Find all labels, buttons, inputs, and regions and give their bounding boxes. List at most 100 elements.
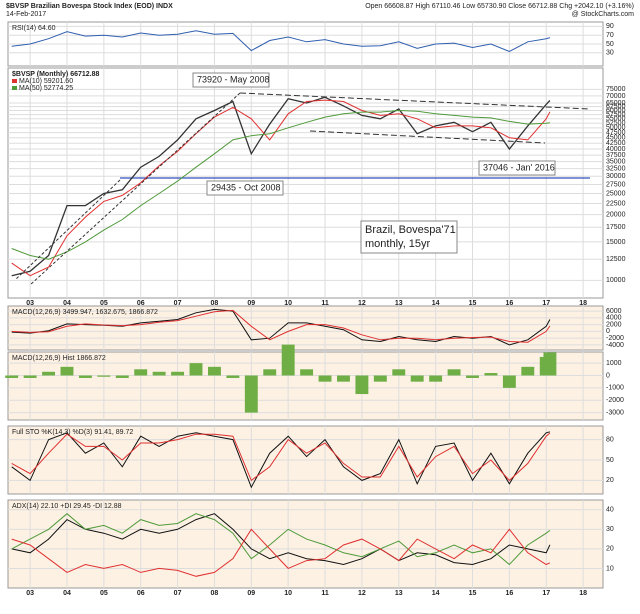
y-tick-label: 90	[606, 23, 614, 30]
y-tick-label: 60000	[606, 107, 626, 114]
x-tick-label: 11	[321, 590, 329, 597]
y-tick-label: -4000	[606, 342, 624, 349]
panel-title: ADX(14) 22.10 +DI 29.45 -DI 12.88	[12, 503, 122, 510]
panel-background	[7, 499, 604, 589]
x-tick-label: 08	[211, 590, 219, 597]
panel-title: MACD(12,26,9) 3499.947, 1632.675, 1866.8…	[12, 309, 158, 316]
series-line	[11, 99, 551, 277]
y-tick-label: 30	[606, 50, 614, 57]
y-tick-label: 0	[606, 328, 610, 335]
histogram-bar	[521, 366, 535, 376]
y-tick-label: 45000	[606, 135, 626, 142]
source-label: @ StockCharts.com	[572, 11, 635, 18]
legend-entry: MA(10) 59201.60	[19, 78, 73, 85]
y-tick-label: 20	[606, 477, 614, 484]
x-tick-label: 07	[174, 590, 182, 597]
histogram-bar	[502, 375, 516, 388]
annotation-box	[478, 160, 556, 176]
x-tick-label: 17	[542, 300, 550, 307]
histogram-bar	[300, 369, 314, 376]
x-tick-label: 10	[284, 590, 292, 597]
annotation-box	[206, 180, 284, 196]
y-tick-label: 17500	[606, 224, 626, 231]
histogram-bar	[373, 375, 387, 382]
panel-title: Full STO %K(14,3) %D(3) 91.41, 89.72	[12, 429, 133, 436]
y-tick-label: -2000	[606, 397, 624, 404]
y-tick-label: 40000	[606, 146, 626, 153]
histogram-bar	[466, 375, 479, 378]
y-tick-label: 37500	[606, 152, 626, 159]
x-tick-label: 12	[358, 590, 366, 597]
x-tick-label: 05	[100, 590, 108, 597]
date-label: 14-Feb-2017	[6, 11, 46, 18]
histogram-bar	[484, 373, 498, 376]
legend-entry: $BVSP (Monthly) 66712.88	[12, 71, 100, 78]
x-tick-label: 07	[174, 300, 182, 307]
y-tick-label: 47500	[606, 130, 626, 137]
histogram-bar	[134, 369, 148, 376]
histogram-bar	[318, 375, 332, 382]
x-tick-label: 15	[469, 590, 477, 597]
y-tick-label: 30	[606, 526, 614, 533]
legend-swatch	[12, 86, 17, 90]
histogram-bar	[115, 375, 129, 378]
histogram-bar	[171, 371, 185, 376]
series-line	[11, 109, 550, 260]
histogram-bar	[226, 375, 240, 378]
y-tick-label: -1000	[606, 385, 624, 392]
legend-swatch	[12, 79, 17, 83]
y-tick-label: 25000	[606, 190, 626, 197]
series-line	[11, 528, 551, 577]
x-tick-label: 15	[469, 300, 477, 307]
y-tick-label: 50	[606, 41, 614, 48]
series-line	[11, 513, 551, 566]
y-tick-label: 70	[606, 32, 614, 39]
y-tick-label: 10000	[606, 277, 626, 284]
x-tick-label: 17	[542, 590, 550, 597]
histogram-bar	[5, 375, 19, 378]
x-tick-label: 14	[432, 300, 440, 307]
y-tick-label: 52500	[606, 120, 626, 127]
y-tick-label: 55000	[606, 116, 626, 123]
y-tick-label: 62500	[606, 104, 626, 111]
legend-entry: MA(50) 52774.25	[19, 85, 73, 92]
x-tick-label: 18	[579, 300, 587, 307]
series-line	[11, 431, 551, 489]
y-tick-label: 75000	[606, 86, 626, 93]
x-tick-label: 09	[247, 590, 255, 597]
x-tick-label: 04	[63, 590, 71, 597]
y-tick-label: 80	[606, 436, 614, 443]
x-tick-label: 13	[395, 590, 403, 597]
annotation-box	[360, 220, 458, 254]
y-tick-label: 1000	[606, 360, 622, 367]
histogram-bar	[447, 369, 461, 376]
y-tick-label: -2000	[606, 335, 624, 342]
y-tick-label: 30000	[606, 173, 626, 180]
annotation: 73920 - May 2008	[197, 74, 270, 84]
x-tick-label: 05	[100, 300, 108, 307]
series-line	[11, 30, 551, 53]
x-tick-label: 06	[137, 590, 145, 597]
y-tick-label: 57500	[606, 111, 626, 118]
histogram-bar	[429, 375, 443, 382]
x-tick-label: 03	[26, 590, 34, 597]
histogram-bar	[244, 375, 258, 413]
histogram-bar	[392, 369, 406, 376]
x-tick-label: 13	[395, 300, 403, 307]
trend-line	[14, 179, 121, 281]
histogram-bar	[152, 371, 166, 376]
x-tick-label: 18	[579, 590, 587, 597]
y-tick-label: 35000	[606, 158, 626, 165]
series-line	[11, 309, 551, 343]
y-tick-label: 12500	[606, 256, 626, 263]
histogram-bar	[189, 363, 203, 376]
x-tick-label: 09	[247, 300, 255, 307]
ohlc-label: Open 66608.87 High 67110.46 Low 65730.90…	[365, 3, 634, 10]
series-line	[11, 96, 551, 277]
histogram-bar	[543, 352, 557, 376]
histogram-bar	[23, 375, 37, 378]
annotations: 73920 - May 2008 29435 - Oct 2008 37046 …	[14, 72, 591, 286]
x-tick-label: 03	[26, 300, 34, 307]
